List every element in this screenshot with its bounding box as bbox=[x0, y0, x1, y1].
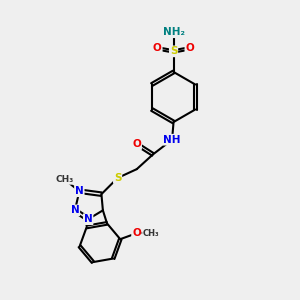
Text: O: O bbox=[132, 228, 141, 238]
Text: O: O bbox=[153, 44, 162, 53]
Text: NH₂: NH₂ bbox=[163, 27, 184, 37]
Text: N: N bbox=[70, 206, 79, 215]
Text: O: O bbox=[132, 139, 141, 149]
Text: N: N bbox=[75, 186, 84, 196]
Text: S: S bbox=[114, 173, 122, 183]
Text: O: O bbox=[185, 44, 194, 53]
Text: NH: NH bbox=[163, 135, 181, 145]
Text: S: S bbox=[170, 46, 177, 56]
Text: CH₃: CH₃ bbox=[143, 229, 160, 238]
Text: N: N bbox=[84, 214, 92, 224]
Text: CH₃: CH₃ bbox=[56, 175, 74, 184]
